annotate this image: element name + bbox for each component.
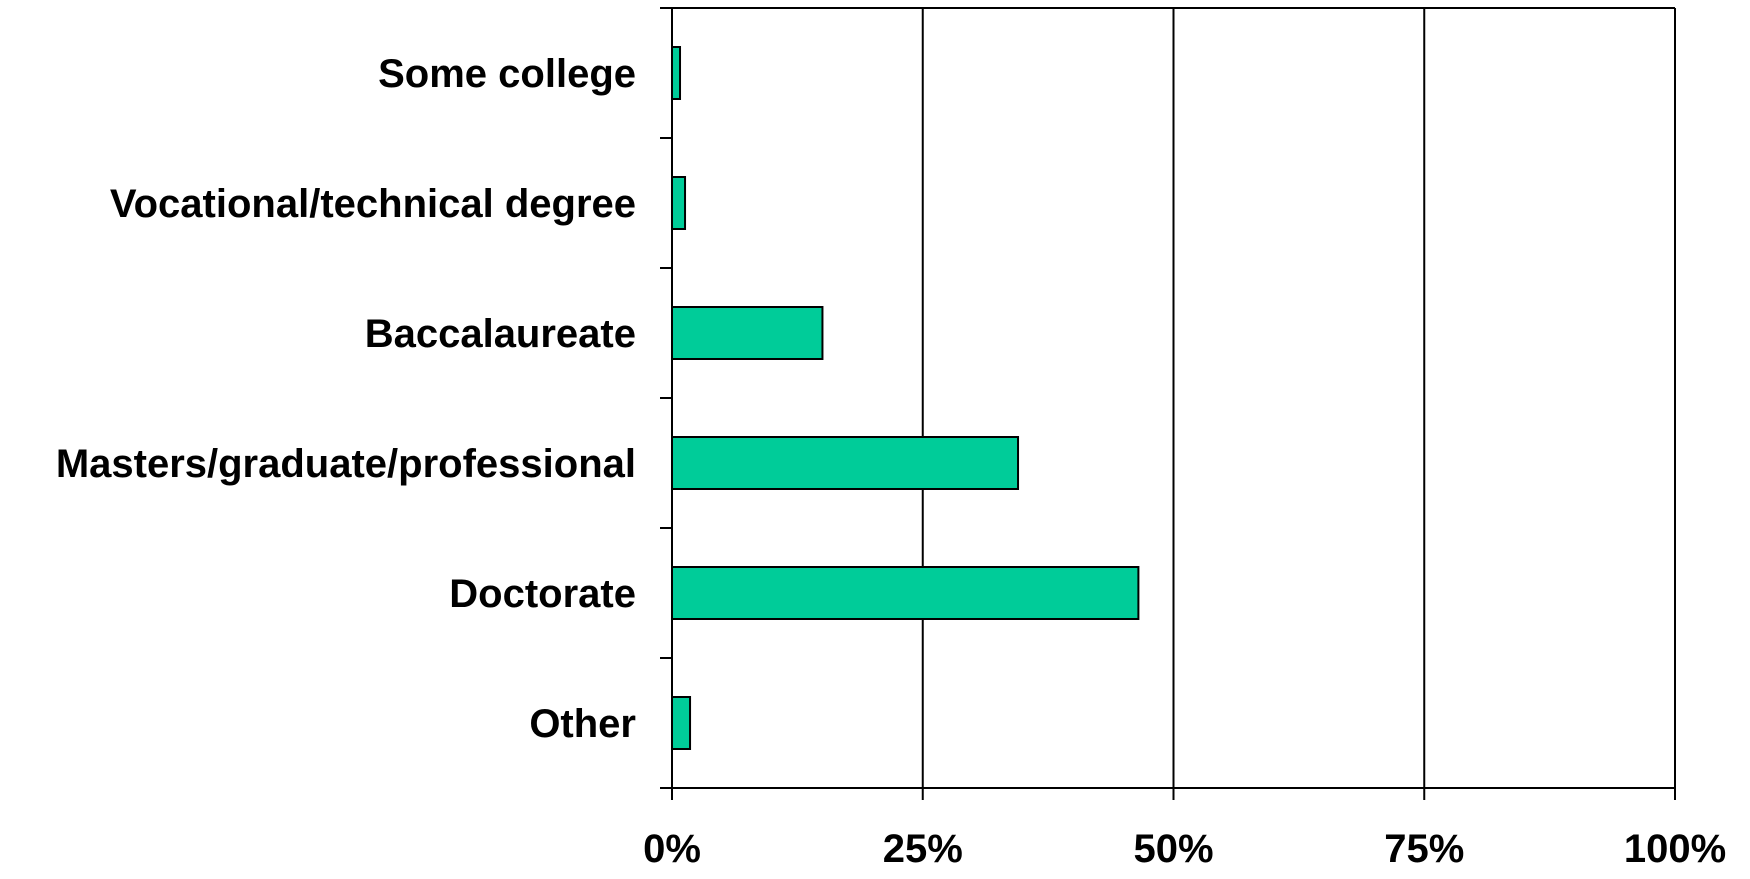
bar [671, 566, 1140, 620]
bar [671, 46, 682, 100]
x-tick-label: 25% [883, 827, 963, 871]
bar [671, 306, 824, 360]
category-label: Other [529, 702, 636, 746]
grid-lines [671, 8, 1676, 800]
x-tick-label: 75% [1384, 827, 1464, 871]
category-label: Vocational/technical degree [110, 182, 636, 226]
x-tick-label: 0% [643, 827, 701, 871]
bar [671, 436, 1020, 490]
axes [660, 7, 1675, 789]
x-tick-labels: 0% 25% 50% 75% 100% [643, 827, 1726, 871]
category-label: Doctorate [449, 572, 636, 616]
category-label: Baccalaureate [365, 312, 636, 356]
category-labels: Some college Vocational/technical degree B… [56, 52, 636, 746]
bar [671, 176, 687, 230]
bars [671, 46, 1140, 750]
category-label: Masters/graduate/professional [56, 442, 636, 486]
category-label: Some college [378, 52, 636, 96]
bar [671, 696, 692, 750]
x-tick-label: 50% [1133, 827, 1213, 871]
x-tick-label: 100% [1624, 827, 1726, 871]
